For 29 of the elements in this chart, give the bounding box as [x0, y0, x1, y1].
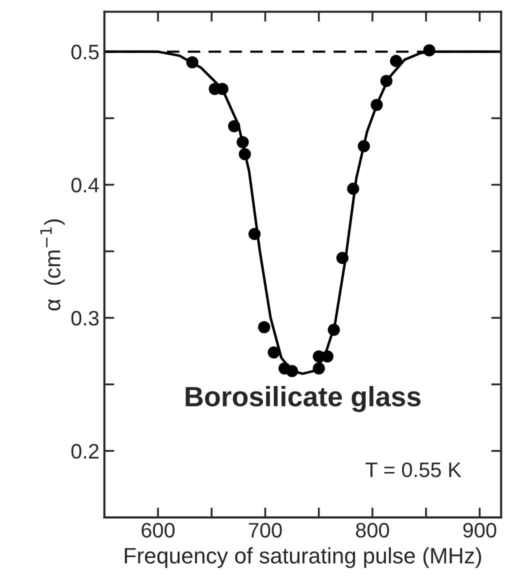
point — [423, 44, 436, 56]
x-tick-label: 800 — [356, 522, 390, 538]
y-tick-label: 0.4 — [71, 178, 99, 193]
x-tick-label: 700 — [248, 522, 282, 538]
point — [347, 182, 360, 195]
point — [358, 140, 370, 152]
point — [268, 346, 280, 359]
point — [380, 74, 392, 88]
point — [312, 362, 325, 374]
y-tick-label: 0.5 — [71, 44, 99, 60]
annotation: T = 0.55 K — [366, 462, 462, 478]
x-tick-label: 900 — [463, 522, 496, 538]
y-tick-label: 0.3 — [71, 310, 99, 326]
point — [328, 324, 340, 336]
point — [390, 54, 402, 68]
point — [236, 136, 249, 148]
y-tick-label: 0.2 — [71, 444, 98, 459]
annotation: Borosilicate glass — [186, 386, 421, 412]
point — [286, 364, 298, 378]
y-axis-title: α (cm$^{−1}$) — [40, 219, 65, 310]
x-tick-label: 600 — [142, 522, 175, 538]
point — [258, 321, 270, 334]
point — [248, 228, 261, 240]
x-axis-title: Frequency of saturating pulse (MHz) — [124, 547, 482, 568]
point — [370, 98, 383, 111]
point — [186, 56, 198, 68]
point — [228, 120, 240, 132]
point — [336, 252, 349, 264]
point — [238, 148, 251, 160]
